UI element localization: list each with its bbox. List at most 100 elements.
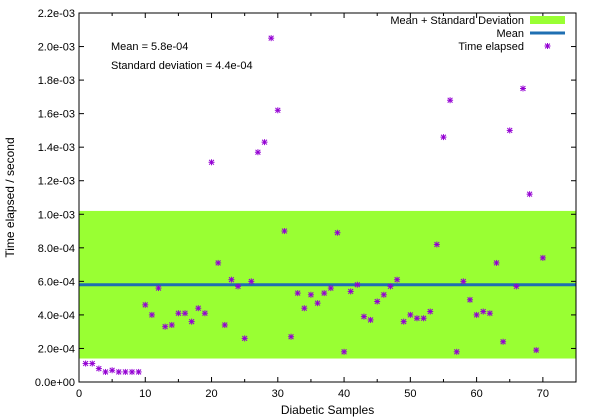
x-tick-label: 0: [76, 388, 82, 400]
data-point: [95, 365, 102, 372]
y-tick-label: 1.4e-03: [38, 142, 75, 154]
legend-label-band: Mean + Standard Deviation: [390, 15, 524, 27]
data-point: [480, 308, 487, 315]
plot-frame: [78, 12, 577, 383]
data-point: [261, 139, 268, 146]
y-tick-label: 1.8e-03: [38, 75, 75, 87]
data-point: [129, 368, 136, 375]
data-point: [519, 85, 526, 92]
y-tick-label: 6.0e-04: [38, 276, 75, 288]
data-point: [221, 321, 228, 328]
data-point: [380, 291, 387, 298]
data-point: [486, 310, 493, 317]
data-point: [201, 310, 208, 317]
data-point: [321, 290, 328, 297]
y-axis-label: Time elapsed / second: [3, 137, 17, 257]
data-point: [433, 241, 440, 248]
data-point: [268, 35, 275, 42]
data-point: [420, 315, 427, 322]
data-point: [188, 318, 195, 325]
data-point: [493, 259, 500, 266]
data-point: [506, 127, 513, 134]
x-tick-label: 20: [205, 388, 217, 400]
x-tick-label: 40: [338, 388, 350, 400]
y-tick-label: 1.6e-03: [38, 109, 75, 121]
data-point: [400, 318, 407, 325]
data-point: [513, 283, 520, 290]
data-point: [394, 276, 401, 283]
data-point: [526, 191, 533, 198]
data-point: [533, 347, 540, 354]
y-tick-label: 2.0e-04: [38, 343, 75, 355]
data-point: [354, 281, 361, 288]
data-point: [241, 335, 248, 342]
data-point: [122, 368, 129, 375]
x-tick-label: 10: [139, 388, 151, 400]
data-point: [307, 291, 314, 298]
data-point: [413, 315, 420, 322]
legend-swatch-points: [544, 43, 551, 49]
y-tick-label: 2.0e-03: [38, 42, 75, 54]
data-point: [360, 313, 367, 320]
x-axis-label: Diabetic Samples: [281, 403, 374, 417]
data-point: [460, 278, 467, 285]
data-point: [539, 254, 546, 261]
legend-star-marker: [544, 43, 551, 49]
data-point: [347, 288, 354, 295]
data-point: [407, 311, 414, 318]
y-tick-label: 2.2e-03: [38, 8, 75, 20]
std-annotation: Standard deviation = 4.4e-04: [111, 60, 253, 72]
data-point: [135, 368, 142, 375]
data-point: [215, 259, 222, 266]
data-point: [301, 305, 308, 312]
data-point: [175, 310, 182, 317]
data-point: [447, 97, 454, 104]
legend-label-points: Time elapsed: [458, 41, 524, 53]
data-point: [195, 305, 202, 312]
data-point: [274, 107, 281, 114]
data-point: [162, 323, 169, 330]
data-point: [453, 348, 460, 355]
legend-swatch-band: [530, 16, 565, 24]
data-point: [288, 333, 295, 340]
y-tick-label: 0.0e+00: [35, 377, 75, 389]
data-point: [387, 283, 394, 290]
data-point: [82, 360, 89, 367]
data-point: [89, 360, 96, 367]
data-point: [466, 296, 473, 303]
data-point: [327, 285, 334, 292]
x-tick-label: 60: [470, 388, 482, 400]
y-tick-label: 1.0e-03: [38, 209, 75, 221]
data-point: [208, 159, 215, 166]
legend-label-mean: Mean: [496, 28, 524, 40]
data-point: [115, 368, 122, 375]
data-point: [473, 311, 480, 318]
data-point: [109, 367, 116, 374]
x-tick-label: 50: [404, 388, 416, 400]
data-point: [235, 283, 242, 290]
data-point: [427, 308, 434, 315]
data-point: [155, 285, 162, 292]
data-point: [182, 310, 189, 317]
data-point: [142, 301, 149, 308]
x-tick-label: 30: [272, 388, 284, 400]
data-point: [254, 149, 261, 156]
data-point: [281, 228, 288, 235]
data-point: [374, 298, 381, 305]
data-point: [102, 368, 109, 375]
data-point: [294, 290, 301, 297]
data-point: [440, 134, 447, 141]
y-tick-label: 4.0e-04: [38, 310, 75, 322]
data-point: [367, 316, 374, 323]
legend: Mean + Standard Deviation Mean Time elap…: [390, 15, 565, 53]
ticks-layer: 0 10 20 30 40 50 60 70 0.0e+00 2.0e-04 4.0e-04 6.0e…: [35, 8, 576, 400]
data-point: [148, 311, 155, 318]
data-point: [334, 229, 341, 236]
data-point: [248, 278, 255, 285]
data-point: [168, 321, 175, 328]
y-tick-label: 1.2e-03: [38, 176, 75, 188]
points-layer: [82, 35, 546, 375]
x-tick-label: 70: [537, 388, 549, 400]
data-point: [341, 348, 348, 355]
